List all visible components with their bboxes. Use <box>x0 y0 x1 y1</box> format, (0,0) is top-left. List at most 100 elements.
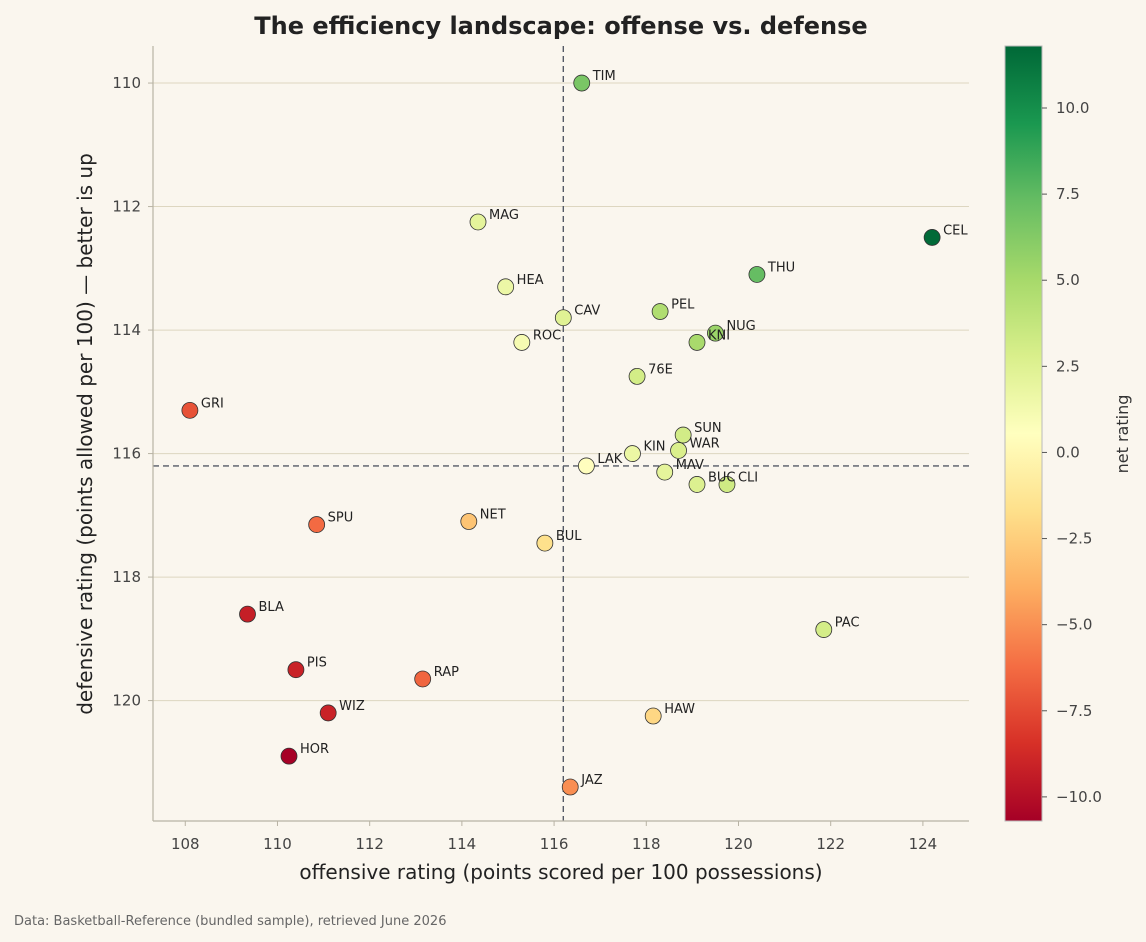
colorbar-gradient <box>1004 45 1043 822</box>
point-label-wiz: WIZ <box>339 699 365 714</box>
data-point-war <box>670 442 687 459</box>
point-label-rap: RAP <box>434 665 459 680</box>
y-tick-label: 118 <box>112 568 141 586</box>
data-point-sun <box>674 426 692 444</box>
x-axis-ticks: 108 110 112 114 116 118 120 122 124 <box>171 821 937 853</box>
data-point-mav <box>656 463 674 481</box>
data-points <box>181 74 941 796</box>
data-point-kin <box>624 445 641 462</box>
point-label-hea: HEA <box>517 273 544 288</box>
source-note: Data: Basketball-Reference (bundled samp… <box>14 914 446 929</box>
point-label-spu: SPU <box>328 511 354 526</box>
point-label-lak: LAK <box>597 452 622 467</box>
data-point-tim <box>573 74 591 92</box>
x-tick-label: 108 <box>171 835 200 853</box>
data-point-roc <box>513 334 531 351</box>
point-label-gri: GRI <box>201 396 224 411</box>
data-point-pis <box>287 661 305 679</box>
colorbar-tick-label: −2.5 <box>1056 530 1092 548</box>
y-tick-label: 114 <box>112 321 141 339</box>
reference-lines <box>153 46 969 821</box>
data-point-cav <box>554 309 572 327</box>
x-tick-label: 116 <box>540 835 569 853</box>
data-point-haw <box>644 707 662 725</box>
x-tick-label: 110 <box>263 835 292 853</box>
data-point-bul <box>536 534 554 552</box>
data-point-thu <box>748 266 766 283</box>
colorbar-tick-label: 7.5 <box>1056 185 1080 203</box>
data-point-cli <box>718 476 736 493</box>
point-label-76e: 76E <box>648 362 673 377</box>
data-point-hea <box>497 278 515 296</box>
point-label-war: WAR <box>690 436 720 451</box>
x-tick-label: 118 <box>632 835 661 853</box>
colorbar-tick-label: 0.0 <box>1056 443 1080 461</box>
data-point-kni <box>688 334 706 351</box>
data-point-76e <box>628 367 646 385</box>
point-label-sun: SUN <box>694 421 722 436</box>
data-point-pac <box>815 621 833 638</box>
data-point-net <box>460 513 478 530</box>
data-point-nug <box>707 324 724 342</box>
point-label-bla: BLA <box>259 600 284 615</box>
data-point-jaz <box>561 778 579 796</box>
grid-lines <box>153 82 969 702</box>
y-tick-label: 112 <box>112 198 141 216</box>
point-label-pel: PEL <box>671 298 695 313</box>
point-label-jaz: JAZ <box>580 773 602 788</box>
data-point-hor <box>280 747 298 765</box>
colorbar: 10.0 7.5 5.0 2.5 0.0 −2.5 −5.0 −7.5 −10.0 net ra… <box>1004 45 1132 822</box>
data-point-spu <box>308 516 326 533</box>
data-point-bla <box>239 605 256 623</box>
point-label-thu: THU <box>767 260 795 275</box>
data-point-mag <box>469 213 487 231</box>
x-tick-label: 112 <box>355 835 384 853</box>
colorbar-label: net rating <box>1113 395 1132 474</box>
point-label-nug: NUG <box>726 319 755 334</box>
point-label-cav: CAV <box>574 304 600 319</box>
point-label-roc: ROC <box>533 328 561 343</box>
point-label-net: NET <box>480 507 506 522</box>
point-label-kni: KNI <box>708 328 730 343</box>
colorbar-tick-label: −7.5 <box>1056 702 1092 720</box>
point-label-bul: BUL <box>556 529 582 544</box>
y-tick-label: 116 <box>112 445 141 463</box>
colorbar-tick-label: 10.0 <box>1056 99 1089 117</box>
data-point-rap <box>414 670 432 688</box>
colorbar-tick-label: −5.0 <box>1056 616 1092 634</box>
colorbar-tick-label: −10.0 <box>1056 788 1102 806</box>
point-label-cli: CLI <box>738 470 758 485</box>
point-label-mag: MAG <box>489 208 519 223</box>
point-label-mav: MAV <box>676 458 704 473</box>
colorbar-tick-label: 5.0 <box>1056 271 1080 289</box>
point-label-haw: HAW <box>664 702 695 717</box>
point-label-pac: PAC <box>835 616 860 631</box>
axes <box>152 46 969 822</box>
colorbar-ticks: 10.0 7.5 5.0 2.5 0.0 −2.5 −5.0 −7.5 −10.0 <box>1042 99 1102 806</box>
point-label-cel: CEL <box>943 223 968 238</box>
point-label-kin: KIN <box>643 440 665 455</box>
point-label-tim: TIM <box>592 69 616 84</box>
data-point-pel <box>651 303 669 320</box>
point-label-pis: PIS <box>307 656 327 671</box>
x-tick-label: 120 <box>724 835 753 853</box>
y-tick-label: 110 <box>112 74 141 92</box>
point-labels: TIMMAGCELTHUHEAPELCAVNUGKNIROC76EGRISUNW… <box>201 69 969 788</box>
y-axis-label: defensive rating (points allowed per 100… <box>73 153 97 715</box>
y-axis-ticks: 110 112 114 116 118 120 <box>112 74 153 710</box>
x-tick-label: 122 <box>816 835 845 853</box>
point-label-hor: HOR <box>300 742 329 757</box>
data-point-wiz <box>319 704 337 722</box>
x-axis-label: offensive rating (points scored per 100 … <box>299 860 822 884</box>
point-label-buc: BUC <box>708 470 736 485</box>
data-point-buc <box>688 476 706 493</box>
data-point-gri <box>181 401 199 419</box>
chart-title: The efficiency landscape: offense vs. de… <box>254 12 867 40</box>
x-tick-label: 114 <box>448 835 477 853</box>
x-tick-label: 124 <box>909 835 938 853</box>
data-point-lak <box>577 457 595 475</box>
colorbar-tick-label: 2.5 <box>1056 357 1080 375</box>
data-point-cel <box>923 229 941 246</box>
